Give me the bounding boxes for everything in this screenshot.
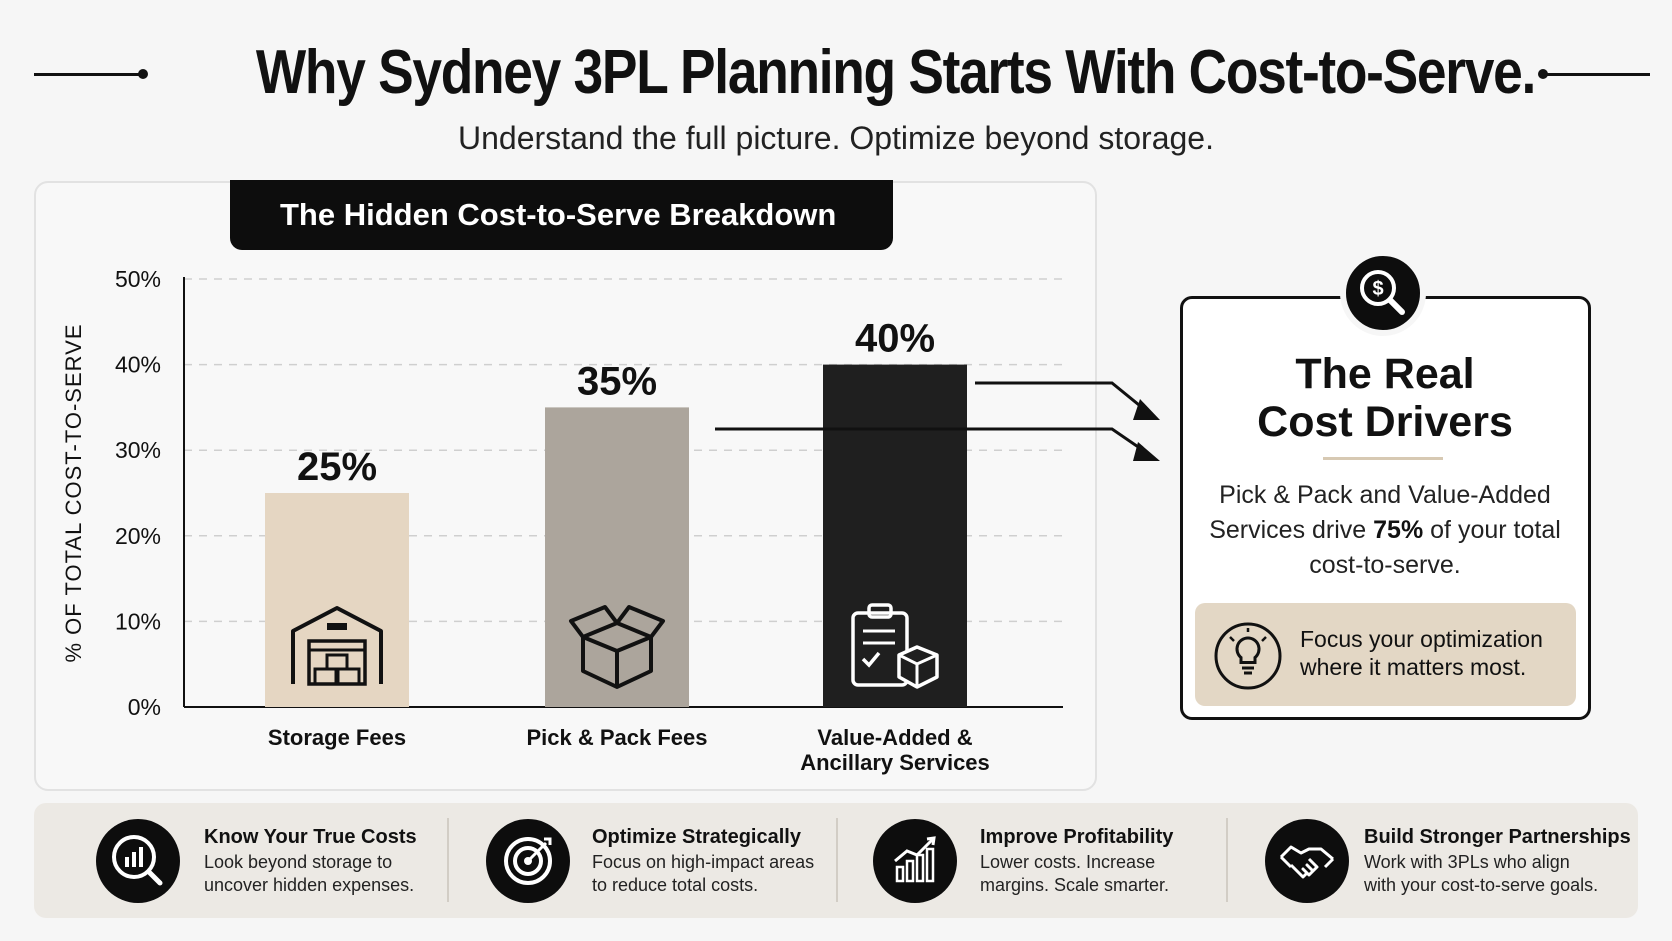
- handshake-icon: [1265, 819, 1349, 903]
- bar: [823, 364, 967, 707]
- category-label: Ancillary Services: [800, 750, 990, 775]
- feature-title-2: Optimize Strategically: [592, 826, 801, 848]
- callout-tip-line2: where it matters most.: [1300, 654, 1527, 680]
- y-tick-label: 10%: [115, 608, 161, 634]
- title-dot-left: [138, 69, 148, 79]
- callout-tip-line1: Focus your optimization: [1300, 626, 1543, 652]
- chart-title: The Hidden Cost-to-Serve Breakdown: [230, 180, 893, 250]
- feature-desc-1-line1: Look beyond storage to: [204, 852, 393, 872]
- callout-heading-line2: Cost Drivers: [1257, 398, 1513, 446]
- lightbulb-icon: [1214, 622, 1282, 690]
- arrow-head: [1133, 442, 1160, 461]
- bar-chart: % OF TOTAL COST-TO-SERVE 0% 10% 20% 30% 40% 50…: [61, 266, 1160, 775]
- feature-title-3: Improve Profitability: [980, 826, 1174, 848]
- category-label: Pick & Pack Fees: [526, 725, 707, 750]
- arrow-head: [1133, 399, 1160, 420]
- arrow-connector: [975, 381, 1151, 416]
- feature-desc-4-line1: Work with 3PLs who align: [1364, 852, 1570, 872]
- svg-text:$: $: [1372, 278, 1383, 300]
- feature-divider: [447, 818, 449, 902]
- feature-desc-2-line1: Focus on high-impact areas: [592, 852, 815, 872]
- callout-divider: [1323, 457, 1443, 460]
- feature-divider: [1226, 818, 1228, 902]
- y-tick-label: 0%: [128, 694, 161, 720]
- y-tick-label: 20%: [115, 523, 161, 549]
- page-title: Why Sydney 3PL Planning Starts With Cost…: [255, 38, 1536, 107]
- magnifier-chart-icon: [96, 819, 180, 903]
- callout-body-highlight: 75%: [1373, 516, 1424, 544]
- feature-desc-1-line2: uncover hidden expenses.: [204, 875, 415, 895]
- feature-desc-4: Work with 3PLs who align with your cost-…: [1364, 851, 1634, 897]
- feature-desc-3-line1: Lower costs. Increase: [980, 852, 1156, 872]
- title-dot-right: [1538, 69, 1548, 79]
- y-tick-label: 40%: [115, 352, 161, 378]
- feature-title-1: Know Your True Costs: [204, 826, 417, 848]
- feature-divider: [836, 818, 838, 902]
- value-label: 35%: [577, 359, 657, 403]
- category-label: Storage Fees: [268, 725, 406, 750]
- callout-body-pre: Pick & Pack and Value-Added Services dri…: [1209, 481, 1551, 544]
- y-tick-label: 30%: [115, 437, 161, 463]
- y-axis-title: % OF TOTAL COST-TO-SERVE: [61, 324, 86, 663]
- callout-heading-line1: The Real: [1295, 350, 1475, 398]
- title-rule-right: [1540, 73, 1650, 76]
- feature-desc-3-line2: margins. Scale smarter.: [980, 875, 1170, 895]
- feature-desc-2-line2: to reduce total costs.: [592, 875, 759, 895]
- feature-desc-4-line2: with your cost-to-serve goals.: [1364, 875, 1599, 895]
- open-box-icon: [569, 605, 665, 689]
- y-tick-label: 50%: [115, 266, 161, 292]
- title-rule-left: [34, 73, 144, 76]
- value-label: 40%: [855, 317, 935, 361]
- feature-desc-1: Look beyond storage to uncover hidden ex…: [204, 851, 454, 897]
- feature-title-4: Build Stronger Partnerships: [1364, 826, 1631, 848]
- feature-desc-3: Lower costs. Increase margins. Scale sma…: [980, 851, 1230, 897]
- callout-heading: The Real Cost Drivers: [1195, 350, 1575, 446]
- value-label: 25%: [297, 445, 377, 489]
- callout-tip-text: Focus your optimization where it matters…: [1300, 625, 1570, 681]
- target-icon: [486, 819, 570, 903]
- page-subtitle: Understand the full picture. Optimize be…: [458, 120, 1214, 156]
- growth-chart-icon: [873, 819, 957, 903]
- callout-body-post: of your total cost-to-serve.: [1309, 516, 1561, 579]
- dollar-magnifier-icon: $: [1340, 250, 1426, 336]
- warehouse-icon: [291, 606, 383, 686]
- category-label: Value-Added &: [817, 725, 972, 750]
- callout-body: Pick & Pack and Value-Added Services dri…: [1205, 478, 1565, 583]
- feature-desc-2: Focus on high-impact areas to reduce tot…: [592, 851, 842, 897]
- clipboard-box-icon: [851, 603, 939, 689]
